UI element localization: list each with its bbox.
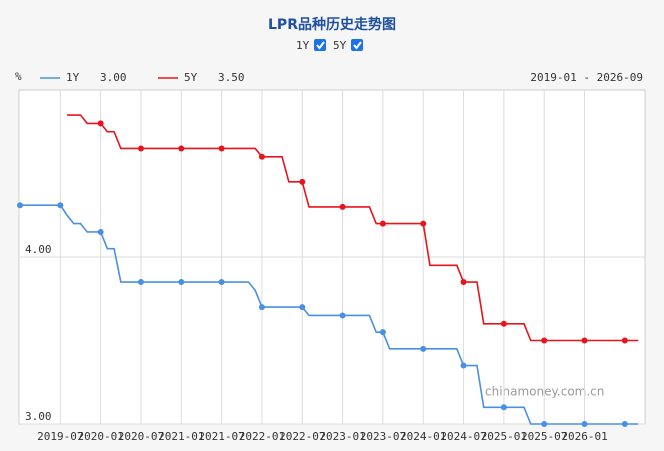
series-line bbox=[20, 204, 639, 425]
point bbox=[541, 337, 548, 344]
checkbox-label[interactable]: 5Y bbox=[333, 39, 347, 52]
point bbox=[500, 404, 507, 411]
legend-label: 1Y bbox=[66, 71, 80, 84]
checkmark bbox=[316, 41, 325, 50]
x-tick-label: 2021-01 bbox=[158, 430, 204, 443]
point bbox=[137, 279, 144, 286]
y-tick-label: 3.00 bbox=[25, 410, 52, 423]
x-tick-label: 2023-01 bbox=[319, 430, 365, 443]
point bbox=[97, 120, 104, 127]
range-label: 2019-01 - 2026-09 bbox=[530, 71, 643, 84]
point bbox=[299, 178, 306, 185]
checkbox-label[interactable]: 1Y bbox=[296, 39, 310, 52]
point bbox=[258, 304, 265, 311]
point bbox=[460, 279, 467, 286]
point bbox=[621, 421, 628, 427]
point bbox=[581, 337, 588, 344]
point bbox=[258, 153, 265, 160]
point bbox=[339, 312, 346, 319]
x-tick-label: 2020-07 bbox=[118, 430, 164, 443]
point bbox=[339, 203, 346, 210]
point bbox=[137, 145, 144, 152]
x-tick-label: 2024-07 bbox=[440, 430, 486, 443]
checkmark bbox=[353, 41, 362, 50]
x-tick-label: 2022-01 bbox=[239, 430, 285, 443]
point bbox=[581, 421, 588, 427]
x-tick-label: 2024-01 bbox=[400, 430, 446, 443]
x-tick-label: 2019-07 bbox=[37, 430, 83, 443]
unit-label: % bbox=[15, 70, 22, 83]
point bbox=[500, 320, 507, 327]
checkbox[interactable] bbox=[314, 39, 326, 51]
point bbox=[420, 220, 427, 227]
x-tick-label: 2020-01 bbox=[77, 430, 123, 443]
point bbox=[17, 202, 23, 209]
x-tick-label: 2026-01 bbox=[561, 430, 607, 443]
chart-title: LPR品种历史走势图 bbox=[268, 16, 396, 33]
point bbox=[218, 145, 225, 152]
x-tick-label: 2022-07 bbox=[279, 430, 325, 443]
legend-value: 3.50 bbox=[218, 71, 245, 84]
point bbox=[97, 228, 104, 235]
x-tick-label: 2023-07 bbox=[360, 430, 406, 443]
y-tick-label: 4.00 bbox=[25, 243, 52, 256]
x-tick-label: 2025-01 bbox=[481, 430, 527, 443]
point bbox=[460, 362, 467, 369]
point bbox=[379, 329, 386, 336]
x-tick-label: 2021-07 bbox=[198, 430, 244, 443]
point bbox=[420, 345, 427, 352]
x-tick-label: 2025-07 bbox=[521, 430, 567, 443]
point bbox=[379, 220, 386, 227]
checkbox[interactable] bbox=[351, 39, 363, 51]
legend-value: 3.00 bbox=[100, 71, 127, 84]
point bbox=[541, 421, 548, 427]
point bbox=[621, 337, 628, 344]
point bbox=[178, 279, 185, 286]
point bbox=[218, 279, 225, 286]
point bbox=[299, 304, 306, 311]
legend-label: 5Y bbox=[184, 71, 198, 84]
point bbox=[57, 202, 64, 209]
point bbox=[178, 145, 185, 152]
